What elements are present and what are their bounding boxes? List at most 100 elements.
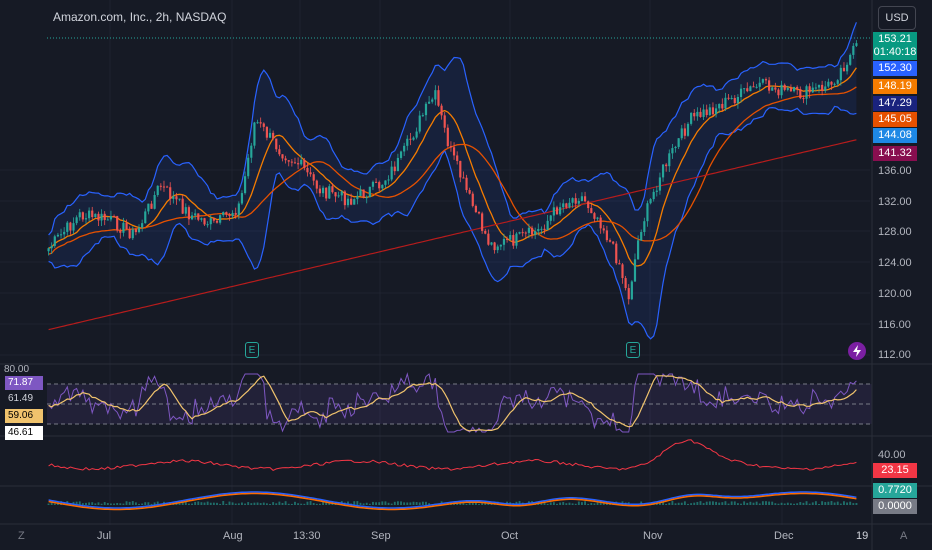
candle-body [346, 198, 350, 206]
candle-body [331, 186, 334, 193]
macd-histogram-bar [833, 502, 836, 505]
candle-body [661, 164, 665, 178]
macd-histogram-bar [78, 501, 81, 505]
macd-histogram-bar [421, 501, 424, 505]
candle-body [253, 122, 256, 146]
candle-body [481, 213, 484, 231]
candle-body [559, 207, 562, 215]
candle-body [543, 228, 546, 231]
macd-histogram-bar [765, 501, 767, 505]
candle-body [122, 222, 125, 233]
candle-body [714, 108, 718, 115]
timezone-icon[interactable]: Z [18, 530, 25, 542]
macd-histogram-bar [153, 502, 156, 505]
macd-histogram-bar [315, 503, 318, 505]
candle-body [637, 240, 640, 260]
candle-body [109, 216, 113, 220]
rsi-line [48, 372, 857, 433]
candle-body [119, 230, 122, 233]
macd-histogram-bar [244, 503, 247, 505]
macd-histogram-bar [774, 503, 777, 505]
macd-histogram-bar [683, 501, 686, 505]
macd-histogram-bar [91, 502, 94, 505]
macd-histogram-bar [265, 503, 268, 505]
candle-body [231, 212, 234, 216]
macd-histogram-bar [814, 501, 817, 505]
candle-body [234, 212, 237, 215]
macd-histogram-bar [303, 503, 306, 505]
macd-histogram-bar [222, 501, 225, 505]
candle-body [621, 264, 624, 279]
candle-body [237, 203, 240, 215]
candle-body [649, 199, 652, 204]
candle-body [721, 103, 724, 109]
macd-histogram-bar [415, 502, 418, 505]
candle-body [490, 242, 493, 245]
candle-body [190, 215, 194, 220]
candle-body [421, 115, 424, 117]
macd-histogram-bar [696, 501, 699, 505]
candle-body [802, 98, 805, 100]
candle-body [599, 217, 602, 229]
macd-histogram-bar [846, 502, 849, 505]
bollinger-bands [48, 22, 857, 340]
macd-histogram-bar [184, 502, 187, 505]
macd-histogram-bar [793, 503, 795, 505]
candle-body [699, 111, 702, 117]
earnings-badge-icon[interactable]: E [626, 342, 640, 358]
macd-histogram-bar [228, 501, 231, 505]
candle-body [159, 185, 162, 187]
candle-body [852, 45, 855, 55]
macd-signal-line [48, 492, 857, 511]
candle-body [555, 207, 559, 215]
candle-body [374, 181, 378, 183]
macd-histogram-bar [322, 501, 324, 505]
candle-body [839, 67, 842, 81]
macd-histogram-bar [718, 502, 721, 505]
macd-histogram-bar [368, 503, 371, 505]
time-axis-label: Oct [501, 530, 519, 542]
bollinger-lower-line [48, 105, 857, 340]
candle-body [780, 84, 783, 96]
macd-histogram-bar [761, 501, 764, 505]
macd-histogram-bar [843, 501, 845, 505]
auto-scale-icon[interactable]: A [900, 530, 908, 542]
macd-histogram-bar [250, 503, 253, 505]
candle-body [842, 67, 846, 72]
candle-body [562, 203, 565, 208]
macd-histogram-bar [799, 502, 802, 505]
candle-body [777, 89, 780, 96]
candle-body [116, 216, 119, 231]
macd-histogram-bar [821, 501, 824, 505]
macd-histogram-bar [325, 502, 328, 505]
macd-histogram-bar [658, 502, 661, 505]
macd-histogram-bar [197, 501, 200, 505]
ema-slow-line [48, 86, 857, 255]
currency-button[interactable]: USD [878, 6, 916, 30]
macd-histogram-bar [577, 501, 580, 505]
symbol-title[interactable]: Amazon.com, Inc., 2h, NASDAQ [53, 10, 227, 24]
macd-histogram-bar [556, 503, 558, 505]
macd-histogram-bar [708, 501, 711, 505]
macd-histogram-bar [562, 501, 565, 505]
candle-body [175, 196, 178, 200]
earnings-badge-icon[interactable]: E [245, 342, 259, 358]
candle-body [821, 84, 824, 91]
candle-body [47, 248, 50, 252]
time-axis-label: Jul [97, 530, 112, 542]
macd-histogram-bar [733, 501, 736, 505]
candle-body [571, 198, 574, 203]
candle-body [549, 215, 552, 221]
macd-histogram-bar [565, 503, 568, 505]
indicator-price-tag: 144.08 [873, 128, 917, 143]
macd-histogram-bar [715, 501, 718, 505]
candle-body [530, 227, 534, 235]
candle-body [318, 188, 322, 194]
macd-histogram-bar [802, 502, 805, 505]
macd-histogram-bar [839, 503, 842, 505]
lightning-event-icon[interactable] [848, 342, 866, 360]
candle-body [449, 146, 453, 148]
candle-body [565, 203, 568, 208]
candle-body [147, 203, 150, 212]
